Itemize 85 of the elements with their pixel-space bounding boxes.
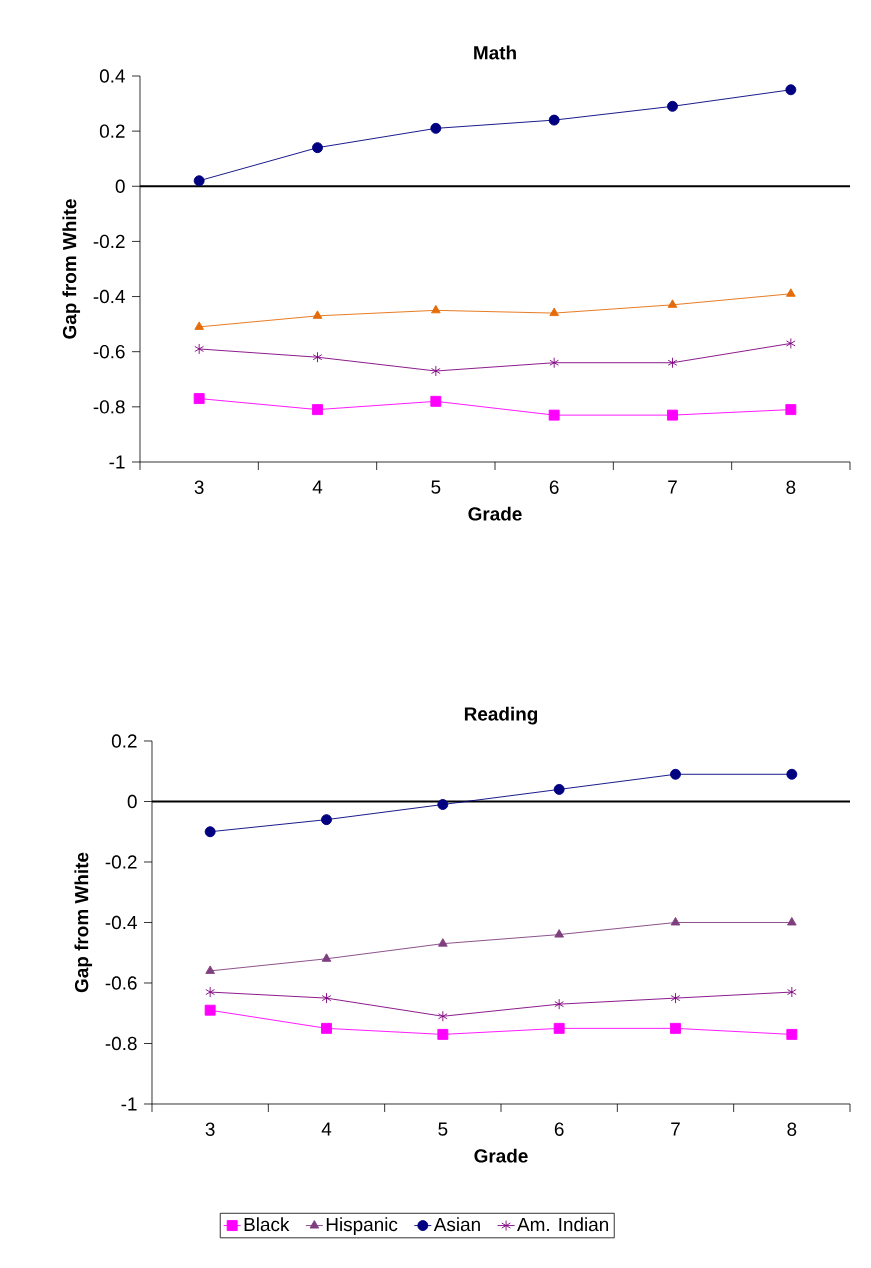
point — [437, 799, 449, 810]
y-tick-label: -0.8 — [93, 400, 125, 414]
point — [785, 404, 797, 416]
y-tick-label: 0 — [115, 179, 125, 193]
point — [321, 992, 332, 1004]
legend-label: Am. Indian — [517, 1217, 609, 1232]
point — [553, 1022, 565, 1034]
point — [786, 768, 798, 780]
point — [312, 142, 323, 154]
y-tick-label: -0.2 — [93, 234, 125, 249]
x-tick-label: 6 — [549, 480, 559, 494]
point — [670, 1022, 681, 1034]
point — [312, 404, 323, 416]
point — [193, 175, 205, 187]
point — [312, 310, 323, 319]
point — [205, 965, 215, 974]
point — [431, 365, 441, 377]
y-tick-label: 0.2 — [111, 734, 137, 748]
x-tick-label: 7 — [671, 1122, 680, 1136]
y-tick-label: -1 — [109, 455, 125, 469]
x-tick-label: 4 — [312, 480, 323, 494]
chart-title: Math — [474, 45, 516, 60]
y-tick-label: -0.4 — [93, 289, 125, 304]
x-tick-label: 7 — [668, 480, 677, 494]
point — [785, 84, 797, 96]
y-tick-label: -1 — [121, 1097, 137, 1111]
point — [786, 1028, 798, 1040]
y-tick-label: -0.8 — [105, 1036, 137, 1051]
y-tick-label: 0.2 — [99, 124, 125, 138]
y-tick-label: -0.4 — [105, 915, 137, 930]
point — [204, 1004, 216, 1016]
x-tick-label: 8 — [786, 480, 796, 494]
point — [430, 395, 442, 407]
legend-label: Asian — [433, 1217, 480, 1232]
point — [204, 826, 216, 838]
point — [667, 100, 678, 112]
x-tick-label: 5 — [438, 1122, 448, 1136]
x-axis-title: Grade — [474, 1148, 528, 1163]
y-tick-label: 0 — [127, 794, 137, 809]
point — [787, 917, 797, 926]
point — [431, 304, 441, 314]
point — [554, 998, 564, 1010]
point — [549, 357, 559, 369]
point — [549, 307, 559, 317]
point — [548, 409, 560, 421]
point — [670, 992, 681, 1004]
point — [321, 814, 332, 826]
legend-label: Hispanic — [326, 1217, 398, 1235]
point — [554, 929, 564, 938]
x-tick-label: 8 — [787, 1122, 797, 1136]
point — [667, 299, 678, 308]
point — [667, 357, 678, 369]
point — [787, 986, 797, 998]
point — [786, 337, 796, 349]
y-tick-label: -0.2 — [105, 855, 137, 869]
chart-title: Reading — [464, 706, 538, 725]
point — [194, 343, 204, 355]
point — [438, 1010, 448, 1022]
point — [670, 917, 681, 926]
x-tick-label: 3 — [205, 1122, 215, 1136]
point — [430, 122, 442, 134]
x-tick-label: 4 — [321, 1122, 332, 1136]
y-tick-label: 0.4 — [99, 69, 125, 83]
y-tick-label: -0.6 — [105, 976, 137, 990]
point — [321, 953, 332, 962]
point — [312, 351, 323, 363]
point — [670, 768, 681, 780]
y-axis-title: Gap from White — [62, 199, 81, 339]
point — [194, 321, 204, 330]
point — [437, 1028, 449, 1040]
y-tick-label: -0.6 — [93, 345, 125, 359]
y-axis-title: Gap from White — [74, 852, 93, 993]
point — [548, 114, 560, 126]
x-tick-label: 6 — [554, 1122, 564, 1136]
x-tick-label: 3 — [194, 480, 204, 494]
point — [553, 783, 565, 795]
point — [321, 1022, 332, 1034]
x-tick-label: 5 — [431, 480, 441, 494]
point — [786, 288, 796, 297]
x-axis-title: Grade — [468, 506, 522, 521]
point — [667, 409, 678, 421]
legend-label: Black — [244, 1217, 290, 1232]
point — [205, 986, 215, 998]
point — [438, 938, 448, 947]
point — [193, 393, 205, 405]
